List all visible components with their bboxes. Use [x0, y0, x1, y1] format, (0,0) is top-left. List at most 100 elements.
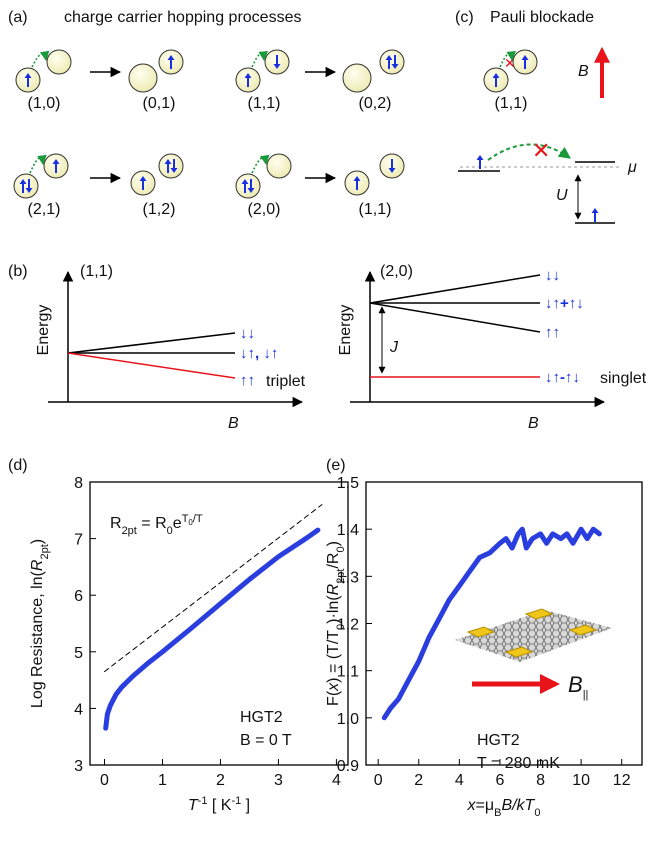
annotation: B = 0 T	[240, 732, 292, 749]
dot	[342, 63, 372, 93]
label-part: =μ	[476, 797, 495, 814]
label-part: T	[182, 513, 189, 525]
spin-head	[19, 179, 27, 184]
spin-head	[492, 73, 500, 78]
state-label: (2,0)	[380, 263, 413, 280]
label-part: R	[325, 583, 342, 595]
label-part: 2pt	[335, 569, 347, 584]
state-name: singlet	[600, 370, 647, 387]
state-label: (1,1)	[80, 263, 113, 280]
label-part: [ K	[207, 797, 231, 814]
spin-head	[25, 188, 33, 193]
state-label: (0,1)	[143, 95, 176, 112]
dot	[158, 153, 184, 179]
y-tick-label: 1.3	[337, 569, 359, 586]
rich-label: Log Resistance, ln(R2pt)	[29, 539, 51, 708]
spin-head	[353, 176, 361, 181]
energy-level	[67, 352, 236, 379]
spin-label: ↑↑	[240, 372, 255, 389]
y-tick-label: 1.2	[337, 617, 359, 634]
state-name: triplet	[266, 373, 306, 390]
y-tick-label: 3	[74, 758, 83, 775]
x-tick-label: 2	[414, 772, 423, 789]
label-part: B/kT	[501, 797, 535, 814]
spin-label: ↓↑, ↓↑	[240, 345, 278, 362]
spin-head	[385, 55, 393, 60]
spin-head	[244, 73, 252, 78]
label-part: -1	[198, 795, 208, 807]
label-part: 0	[167, 525, 173, 537]
hop-arrow	[31, 50, 50, 68]
state-label: (1,2)	[143, 201, 176, 218]
x-tick-label: 8	[536, 772, 545, 789]
spin-head	[241, 179, 249, 184]
label-part: B	[494, 807, 501, 819]
device-inset	[455, 608, 612, 694]
state-label: (0,2)	[359, 95, 392, 112]
y-tick-label: 4	[74, 701, 83, 718]
rich-label: T-1 [ K-1 ]	[188, 795, 250, 814]
panel-label: (b)	[8, 263, 28, 280]
state-label: (2,0)	[248, 201, 281, 218]
label-part: = R	[137, 515, 167, 532]
panel-title: Pauli blockade	[490, 9, 594, 26]
hop-arrow	[251, 50, 268, 68]
label-part: B	[568, 672, 583, 697]
rich-label: B||	[568, 672, 588, 701]
spin-head	[24, 73, 32, 78]
dot	[13, 173, 39, 199]
plot-frame	[89, 481, 349, 766]
dot	[379, 49, 405, 75]
y-tick-label: 6	[74, 588, 83, 605]
y-tick-label: 1.4	[337, 522, 359, 539]
x-tick-label: 4	[455, 772, 464, 789]
energy-level	[369, 274, 541, 304]
dot	[235, 173, 261, 199]
spin-head	[164, 159, 172, 164]
rich-label: R2pt = R0eT0/T	[110, 513, 203, 537]
hop-arrow	[487, 143, 571, 161]
label-part: ||	[583, 689, 589, 701]
panel-title: charge carrier hopping processes	[64, 9, 301, 26]
energy-level	[67, 332, 236, 354]
spin-label: ↓↓	[240, 325, 255, 342]
spin-head	[391, 64, 399, 69]
x-tick-label: 3	[274, 772, 283, 789]
state-label: (1,0)	[28, 95, 61, 112]
panel-label: (a)	[8, 9, 28, 26]
axis-label: B	[528, 415, 539, 432]
data-line	[103, 527, 321, 731]
label-part: 0	[188, 518, 193, 527]
label-part: )	[29, 539, 46, 544]
spin-label: ↓↑-↑↓	[545, 369, 580, 386]
label-part: 0	[335, 546, 347, 552]
block-mark: ✕	[532, 138, 550, 163]
x-tick-label: 0	[374, 772, 383, 789]
u-label: U	[556, 187, 568, 204]
y-tick-label: 5	[74, 645, 83, 662]
y-tick-label: 8	[74, 475, 83, 492]
label-part: R	[29, 559, 46, 571]
y-tick-label: 7	[74, 532, 83, 549]
spin-head	[521, 55, 529, 60]
label-part: T	[188, 797, 199, 814]
spin-head	[388, 168, 396, 173]
y-tick-label: 1.1	[337, 664, 359, 681]
spin-label: ↓↓	[545, 267, 560, 284]
spin-head	[167, 55, 175, 60]
x-tick-label: 12	[613, 772, 631, 789]
panel-label: (e)	[326, 457, 346, 474]
label-part: ) = (T/T	[325, 630, 342, 683]
label-part: /R	[325, 553, 342, 569]
j-label: J	[389, 339, 399, 356]
label-part: /T	[193, 513, 203, 525]
spin-head	[273, 64, 281, 69]
label-part: -1	[231, 795, 241, 807]
energy-level	[369, 302, 541, 333]
spin-label: ↑↑	[545, 324, 560, 341]
spin-label: ↓↑+↑↓	[545, 295, 584, 312]
fit-line	[104, 504, 323, 673]
state-label: (1,1)	[359, 201, 392, 218]
label-part: 2pt	[122, 525, 137, 537]
